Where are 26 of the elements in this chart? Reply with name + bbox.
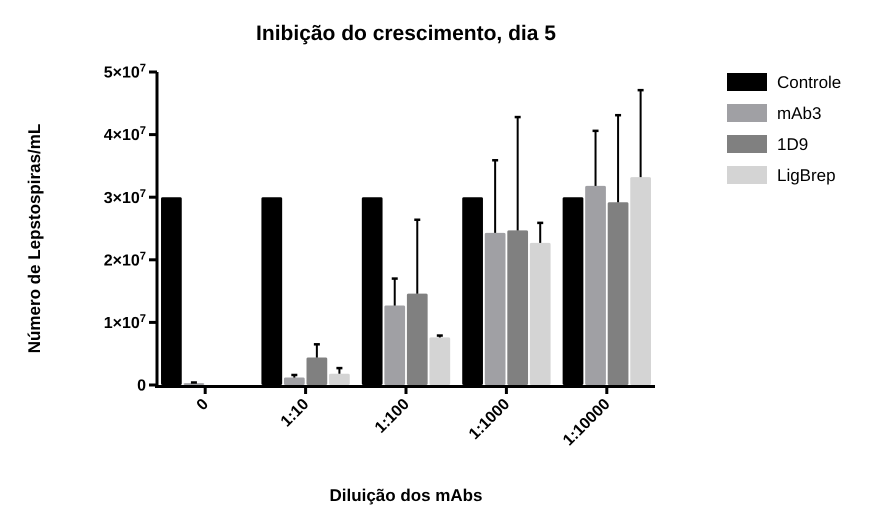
legend-label: 1D9 bbox=[777, 134, 808, 154]
bar bbox=[429, 337, 450, 385]
bar bbox=[384, 306, 406, 385]
bar bbox=[608, 202, 628, 385]
bar bbox=[329, 374, 350, 385]
bar bbox=[484, 232, 506, 385]
bar bbox=[530, 242, 551, 385]
bar bbox=[585, 186, 606, 385]
y-tick-label: 2×10$^{7}$ bbox=[104, 250, 146, 270]
legend-label: LigBrep bbox=[777, 166, 836, 185]
y-tick-label: 4×10$^{7}$ bbox=[104, 125, 146, 144]
x-tick-label: 0 bbox=[194, 396, 212, 414]
bar bbox=[406, 294, 428, 385]
chart-title: Inibição do crescimento, dia 5 bbox=[256, 22, 556, 45]
bar bbox=[630, 177, 651, 385]
x-axis-title: Diluição dos mAbs bbox=[329, 486, 483, 505]
y-tick-label: 5×10$^{7}$ bbox=[104, 62, 146, 82]
y-tick-label: 1×10$^{7}$ bbox=[104, 313, 146, 332]
bar bbox=[284, 377, 305, 385]
bar bbox=[507, 230, 528, 385]
y-axis-title: Número de Lepstospiras/mL bbox=[25, 124, 44, 354]
legend-label: Controle bbox=[777, 72, 842, 92]
legend-label: mAb3 bbox=[777, 104, 822, 123]
y-tick-label: 0 bbox=[137, 378, 146, 395]
bar bbox=[306, 357, 328, 385]
y-tick-label: 3×10$^{7}$ bbox=[104, 188, 146, 207]
